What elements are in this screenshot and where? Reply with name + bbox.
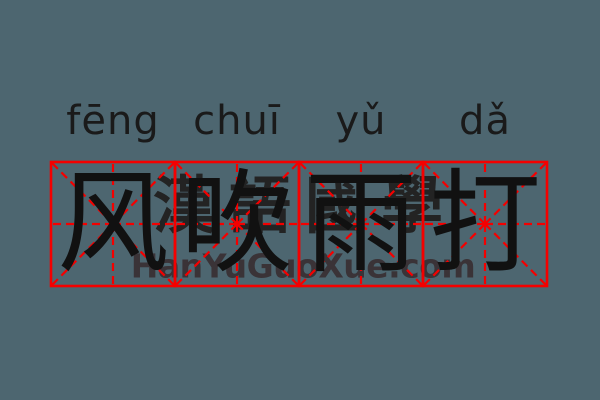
- watermark-url-text: HanYuGuoXue.com: [130, 246, 476, 286]
- hanzi-character-1: 风: [57, 159, 169, 289]
- pinyin-syllable-3: yǔ: [335, 98, 387, 144]
- pinyin-syllable-4: dǎ: [459, 98, 511, 144]
- writing-grid: [49, 160, 549, 288]
- pinyin-syllable-2: chuī: [193, 98, 281, 144]
- hanzi-character-4: 打: [429, 159, 541, 289]
- hanzi-character-2: 吹: [181, 159, 293, 289]
- hanzi-character-3: 雨: [305, 159, 417, 289]
- pinyin-syllable-1: fēng: [66, 98, 160, 144]
